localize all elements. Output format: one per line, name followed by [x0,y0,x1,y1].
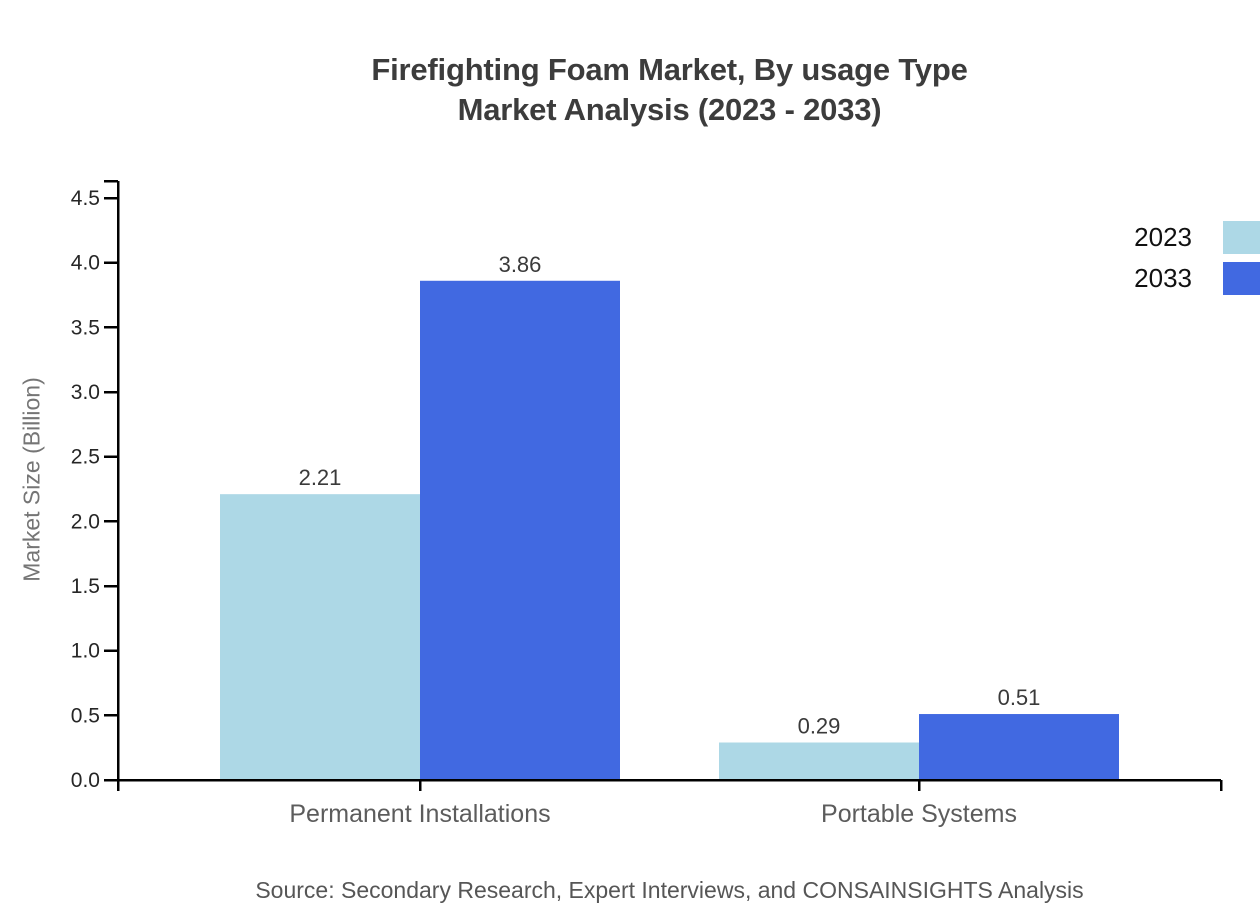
legend: 2023 2033 [1134,221,1260,295]
y-tick-label: 2.0 [71,510,100,533]
source-note: Source: Secondary Research, Expert Inter… [255,877,1084,903]
legend-item-2023: 2023 [1134,221,1260,254]
y-tick-label: 1.5 [71,575,100,598]
legend-item-2033: 2033 [1134,262,1260,295]
y-tick-label: 4.5 [71,187,100,210]
bar-2023-permanent-installations [220,494,420,780]
bar-value-label: 2.21 [299,465,342,490]
y-tick-label: 2.5 [71,446,100,469]
legend-label-2023: 2023 [1134,222,1192,252]
y-tick-label: 1.0 [71,640,100,663]
y-tick-label: 0.0 [71,769,100,792]
bar-value-label: 3.86 [499,252,542,277]
y-tick-label: 4.0 [71,252,100,275]
category-label: Permanent Installations [289,800,550,828]
y-tick-label: 3.0 [71,381,100,404]
category-label: Portable Systems [821,800,1017,828]
bar-2023-portable-systems [719,742,919,780]
bar-value-label: 0.29 [798,713,841,738]
bar-value-label: 0.51 [998,685,1041,710]
chart-title-line1: Firefighting Foam Market, By usage Type [371,52,968,87]
y-tick-label: 3.5 [71,316,100,339]
chart-title-line2: Market Analysis (2023 - 2033) [457,92,882,127]
bar-2033-permanent-installations [420,280,620,780]
y-tick-label: 0.5 [71,704,100,727]
chart-title: Firefighting Foam Market, By usage Type … [118,50,1221,130]
bar-2033-portable-systems [919,714,1119,780]
legend-label-2033: 2033 [1134,263,1192,293]
legend-swatch-2033 [1223,262,1260,295]
legend-swatch-2023 [1223,221,1260,254]
